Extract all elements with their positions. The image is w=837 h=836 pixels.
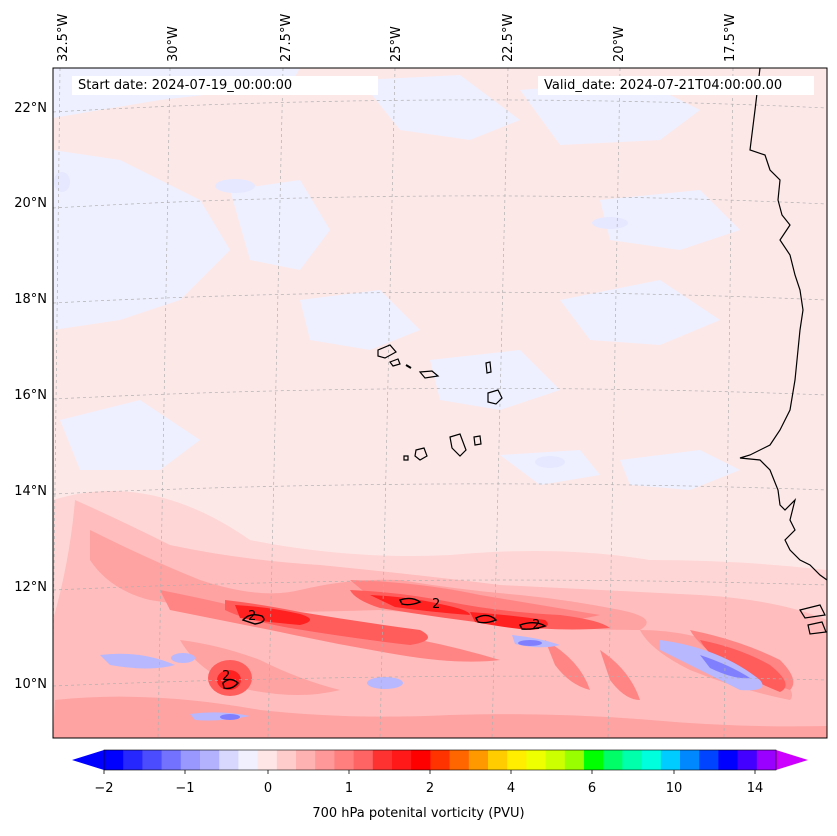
colorbar-cell: [680, 750, 700, 770]
pv-contour-labels: 2 2 2 2: [222, 597, 540, 684]
colorbar-cell: [468, 750, 489, 770]
colorbar-cell: [545, 750, 566, 770]
colorbar-cell: [161, 750, 182, 770]
colorbar-cell: [737, 750, 758, 770]
lat-label: 14°N: [14, 484, 47, 499]
lat-label: 18°N: [14, 292, 47, 307]
latitude-labels: 22°N 20°N 18°N 16°N 14°N 12°N 10°N: [14, 101, 47, 692]
colorbar-cell: [276, 750, 297, 770]
colorbar-cell: [718, 750, 738, 770]
colorbar-tick-label: −1: [175, 781, 194, 796]
colorbar: −2 −1 0 1 2 4 6 10 14: [72, 749, 808, 796]
lon-label: 17.5°W: [723, 14, 738, 62]
colorbar-cell: [526, 750, 546, 770]
colorbar-cell: [564, 750, 585, 770]
colorbar-tick-labels: −2 −1 0 1 2 4 6 10 14: [94, 781, 763, 796]
lon-label: 32.5°W: [56, 14, 71, 62]
colorbar-cell: [430, 750, 450, 770]
colorbar-extend-high: [776, 750, 808, 770]
colorbar-cell: [353, 750, 374, 770]
colorbar-cell: [411, 750, 431, 770]
pv-field: 2 2 2 2: [53, 68, 827, 738]
pv-2-contours: [222, 597, 547, 690]
lat-label: 20°N: [14, 196, 47, 211]
colorbar-cell: [123, 750, 143, 770]
colorbar-cell: [507, 750, 527, 770]
colorbar-tick-label: 6: [588, 781, 596, 796]
svg-text:2: 2: [222, 669, 230, 684]
lat-label: 16°N: [14, 388, 47, 403]
lon-label: 25°W: [389, 26, 404, 62]
svg-text:2: 2: [532, 618, 540, 633]
colorbar-cell: [200, 750, 220, 770]
colorbar-cell: [392, 750, 412, 770]
colorbar-cells: [104, 750, 777, 770]
colorbar-cell: [449, 750, 470, 770]
colorbar-cell: [488, 750, 508, 770]
longitude-labels: 32.5°W 30°W 27.5°W 25°W 22.5°W 20°W 17.5…: [56, 14, 738, 62]
colorbar-cell: [315, 750, 335, 770]
lon-label: 27.5°W: [279, 14, 294, 62]
lon-label: 20°W: [612, 26, 627, 62]
map-frame: [52, 67, 828, 739]
valid-date-label: Valid_date: 2024-07-21T04:00:00.00: [538, 76, 814, 95]
colorbar-cell: [660, 750, 681, 770]
svg-text:2: 2: [248, 609, 256, 624]
colorbar-cell: [257, 750, 278, 770]
colorbar-tick-label: 1: [345, 781, 353, 796]
coastline: [377, 68, 827, 635]
colorbar-tick-label: 10: [666, 781, 683, 796]
colorbar-tick-label: 0: [264, 781, 272, 796]
colorbar-cell: [238, 750, 258, 770]
colorbar-cell: [296, 750, 316, 770]
svg-text:2: 2: [432, 597, 440, 612]
colorbar-tick-label: −2: [94, 781, 113, 796]
lat-label: 12°N: [14, 580, 47, 595]
colorbar-cell: [603, 750, 623, 770]
colorbar-tick-label: 4: [507, 781, 515, 796]
colorbar-cell: [622, 750, 642, 770]
colorbar-tick-label: 2: [426, 781, 434, 796]
colorbar-cell: [641, 750, 662, 770]
start-date-label: Start date: 2024-07-19_00:00:00: [72, 76, 378, 95]
colorbar-cell: [334, 750, 354, 770]
colorbar-cell: [756, 750, 777, 770]
colorbar-cell: [699, 750, 719, 770]
colorbar-cell: [584, 750, 604, 770]
colorbar-cell: [104, 750, 124, 770]
lat-label: 10°N: [14, 677, 47, 692]
colorbar-cell: [372, 750, 393, 770]
colorbar-cell: [180, 750, 201, 770]
colorbar-cell: [142, 750, 162, 770]
colorbar-extend-low: [72, 750, 104, 770]
lon-label: 22.5°W: [501, 14, 516, 62]
lat-label: 22°N: [14, 101, 47, 116]
negative-pv-patches: [53, 68, 740, 490]
colorbar-tick-label: 14: [747, 781, 764, 796]
lon-label: 30°W: [166, 26, 181, 62]
colorbar-cell: [219, 750, 239, 770]
colorbar-title: 700 hPa potenital vorticity (PVU): [312, 806, 525, 821]
